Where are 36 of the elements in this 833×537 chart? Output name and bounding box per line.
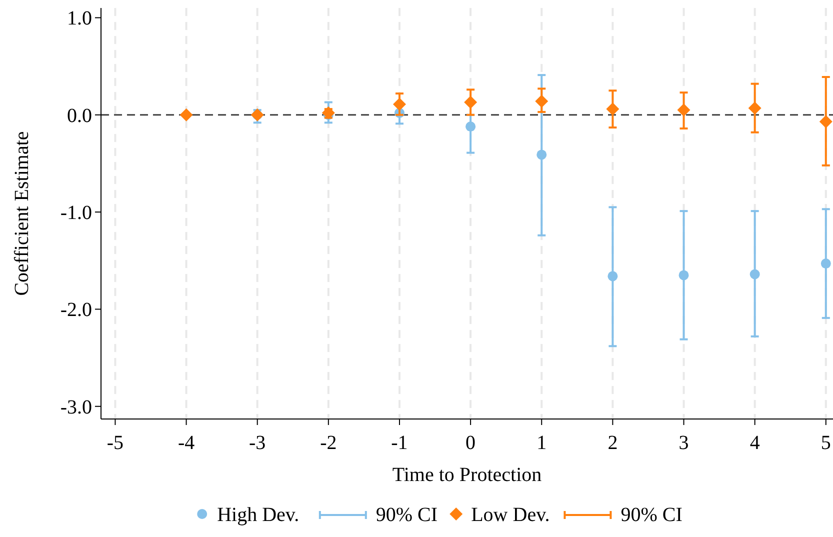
x-tick-label: 5 xyxy=(820,432,831,454)
point xyxy=(180,108,193,122)
point xyxy=(678,270,689,280)
x-tick-label: 1 xyxy=(536,432,547,454)
point xyxy=(535,94,548,108)
point xyxy=(606,102,620,116)
x-tick-label: 4 xyxy=(750,432,760,454)
text: 90% CI xyxy=(376,504,438,526)
y-tick-label: -2.0 xyxy=(60,299,92,322)
y-tick-label: 1.0 xyxy=(67,8,92,30)
point xyxy=(748,102,762,115)
legend-label: Low Dev. xyxy=(471,504,550,526)
legend-label: High Dev. xyxy=(217,504,300,526)
point xyxy=(820,258,831,269)
point xyxy=(750,269,760,280)
x-tick-label: -5 xyxy=(106,432,124,454)
x-tick-label: 3 xyxy=(678,432,689,454)
point xyxy=(464,96,478,109)
point xyxy=(677,104,690,117)
y-tick-label: -1.0 xyxy=(60,202,92,224)
point xyxy=(819,115,832,128)
x-tick-label: 0 xyxy=(466,432,476,454)
y-tick-label: -3.0 xyxy=(60,396,92,418)
y-axis-title: Coefficient Estimate xyxy=(11,131,33,296)
text: 90% CI xyxy=(620,504,682,526)
point xyxy=(608,271,618,282)
y-tick-label: 0.0 xyxy=(67,104,92,127)
x-tick-label: -2 xyxy=(320,432,337,454)
x-tick-label: 2 xyxy=(608,432,618,454)
point xyxy=(536,150,547,160)
point xyxy=(466,122,476,132)
x-tick-label: -3 xyxy=(249,432,266,454)
x-tick-label: -4 xyxy=(178,432,195,454)
point xyxy=(392,98,406,111)
x-tick-label: -1 xyxy=(391,432,408,454)
x-axis-title: Time to Protection xyxy=(392,464,542,486)
